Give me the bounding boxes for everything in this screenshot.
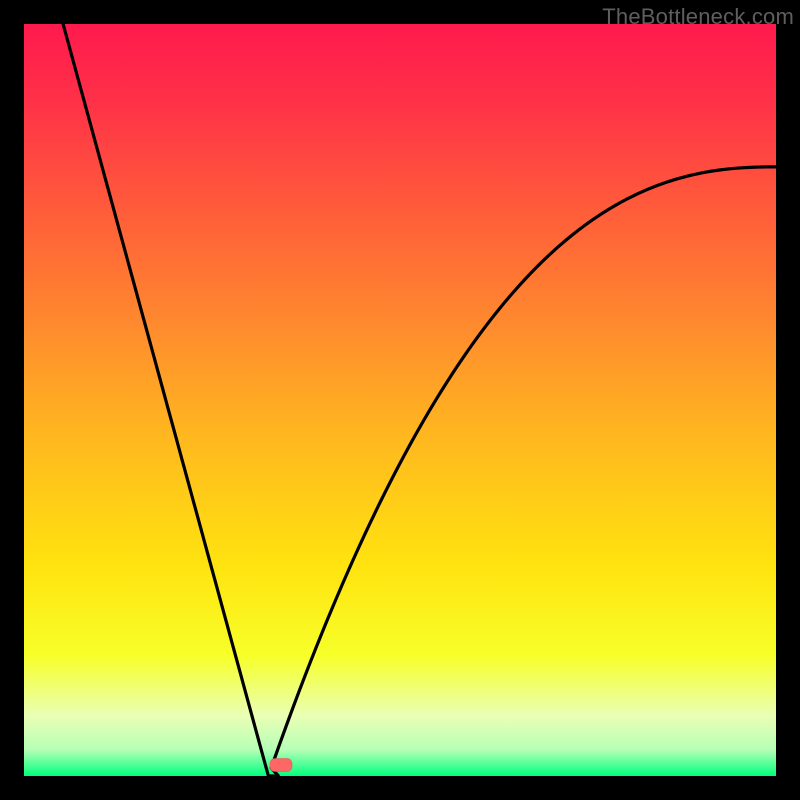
optimal-marker (270, 759, 292, 772)
watermark-text: TheBottleneck.com (602, 4, 794, 30)
chart-container: TheBottleneck.com (0, 0, 800, 800)
bottleneck-chart (0, 0, 800, 800)
chart-background (24, 24, 776, 776)
